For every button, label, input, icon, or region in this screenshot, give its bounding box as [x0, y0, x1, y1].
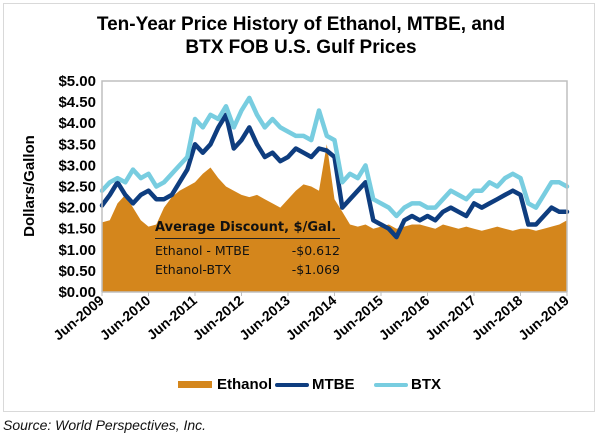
x-tick-label: Jun-2016	[376, 292, 433, 343]
series-line-mtbe	[99, 112, 570, 240]
series-area-ethanol	[102, 144, 567, 292]
legend-swatch-mtbe	[275, 382, 309, 387]
y-tick-label: $1.50	[58, 221, 96, 238]
average-discount-annotation: Average Discount, $/Gal. Ethanol - MTBE …	[155, 220, 340, 277]
legend-label: Ethanol	[217, 376, 272, 393]
x-tick-label: Jun-2010	[97, 292, 154, 343]
annotation-row-label: Ethanol-BTX	[155, 262, 232, 277]
source-note: Source: World Perspectives, Inc.	[3, 417, 207, 433]
legend-item-btx: BTX	[374, 376, 441, 393]
legend-label: MTBE	[312, 376, 355, 393]
x-tick-label: Jun-2012	[190, 292, 247, 343]
legend-swatch-btx	[374, 382, 408, 387]
legend-item-mtbe: MTBE	[275, 376, 355, 393]
y-tick-label: $5.00	[58, 73, 96, 90]
chart-title-line-1: Ten-Year Price History of Ethanol, MTBE,…	[96, 14, 506, 35]
annotation-row-value: -$1.069	[291, 262, 340, 277]
series-line-btx	[99, 95, 570, 219]
y-tick-label: $2.00	[58, 200, 96, 217]
annotation-row: Ethanol - MTBE -$0.612	[155, 243, 340, 258]
legend-item-ethanol: Ethanol	[178, 376, 272, 393]
y-tick-label: $3.00	[58, 157, 96, 174]
x-tick-label: Jun-2019	[515, 292, 572, 343]
x-tick-label: Jun-2015	[329, 292, 386, 343]
y-tick-label: $1.00	[58, 242, 96, 259]
y-tick-label: $2.50	[58, 179, 96, 196]
annotation-header: Average Discount, $/Gal.	[155, 220, 340, 239]
legend-label: BTX	[411, 376, 441, 393]
x-tick-label: Jun-2017	[422, 292, 479, 343]
plot-border	[101, 80, 568, 292]
x-tick-label: Jun-2013	[236, 292, 293, 343]
x-tick-label: Jun-2011	[144, 292, 200, 343]
y-tick-label: $3.50	[58, 136, 96, 153]
y-tick-label: $4.50	[58, 94, 96, 111]
plot-series	[99, 95, 570, 292]
x-tick-label: Jun-2014	[283, 292, 340, 343]
y-tick-label: $0.50	[58, 263, 96, 280]
annotation-row-value: -$0.612	[291, 243, 340, 258]
x-axis-ticks: Jun-2009Jun-2010Jun-2011Jun-2012Jun-2013…	[50, 292, 572, 343]
y-tick-label: $0.00	[58, 284, 96, 301]
y-axis-ticks: $0.00 $0.50 $1.00 $1.50 $2.00 $2.50 $3.00 $3.50…	[58, 73, 96, 301]
chart-title: Ten-Year Price History of Ethanol, MTBE,…	[0, 13, 602, 59]
y-tick-label: $4.00	[58, 115, 96, 132]
x-tick-label: Jun-2018	[469, 292, 526, 343]
chart-legend: Ethanol MTBE BTX	[0, 376, 602, 396]
annotation-row-label: Ethanol - MTBE	[155, 243, 250, 258]
legend-swatch-ethanol	[178, 381, 212, 388]
y-axis-label: Dollars/Gallon	[21, 135, 38, 237]
annotation-row: Ethanol-BTX -$1.069	[155, 262, 340, 277]
chart-title-line-2: BTX FOB U.S. Gulf Prices	[185, 37, 417, 58]
